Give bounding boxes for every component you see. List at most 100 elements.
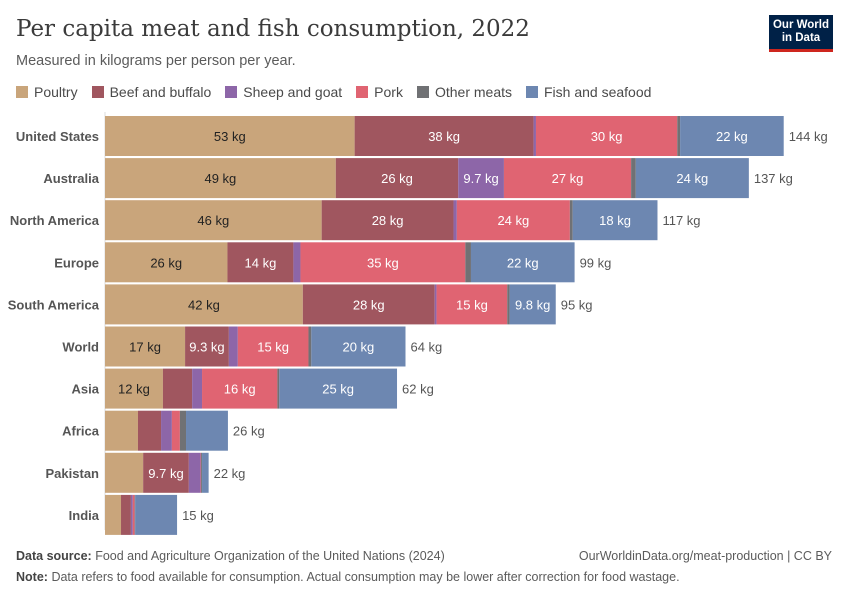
bar-segment[interactable] <box>503 158 632 199</box>
legend: Poultry Beef and buffalo Sheep and goat Por… <box>16 84 651 100</box>
bar-segment[interactable] <box>192 368 203 409</box>
segment-label: 27 kg <box>552 171 584 186</box>
bar-segment[interactable] <box>143 452 189 493</box>
bar-segment[interactable] <box>186 410 228 451</box>
legend-swatch <box>16 86 28 98</box>
bar-segment[interactable] <box>105 116 355 156</box>
bar-segment[interactable] <box>277 368 280 409</box>
category-label: Asia <box>72 382 100 397</box>
segment-label: 46 kg <box>197 213 229 228</box>
chart-title: Per capita meat and fish consumption, 20… <box>16 16 530 42</box>
bar-segment[interactable] <box>237 326 309 367</box>
bar-segment[interactable] <box>311 326 406 367</box>
bar-segment[interactable] <box>680 116 784 156</box>
bar-segment[interactable] <box>635 158 749 199</box>
legend-item[interactable]: Other meats <box>416 84 512 100</box>
bar-segment[interactable] <box>458 158 504 199</box>
bar-segment[interactable] <box>308 326 312 367</box>
bar-segment[interactable] <box>105 326 186 367</box>
bar-segment[interactable] <box>200 452 202 493</box>
legend-item[interactable]: Pork <box>356 84 403 100</box>
bar-segment[interactable] <box>105 200 322 241</box>
bar-segment[interactable] <box>293 242 301 283</box>
bar-segment[interactable] <box>335 158 459 199</box>
legend-item[interactable]: Fish and seafood <box>526 84 651 100</box>
bar-segment[interactable] <box>188 452 201 493</box>
bar-segment[interactable] <box>185 326 229 367</box>
bar-segment[interactable] <box>132 494 135 535</box>
bar-segment[interactable] <box>162 368 193 409</box>
bar-segment[interactable] <box>677 116 681 156</box>
legend-item[interactable]: Beef and buffalo <box>91 84 212 100</box>
bar-segment[interactable] <box>456 200 570 241</box>
bar-segment[interactable] <box>135 494 178 535</box>
bar-segment[interactable] <box>105 368 163 409</box>
bar-segment[interactable] <box>228 326 238 367</box>
bar-segment[interactable] <box>533 116 536 156</box>
category-label: North America <box>10 213 100 228</box>
category-label: Africa <box>62 424 100 439</box>
segment-label: 12 kg <box>118 382 150 397</box>
legend-label: Sheep and goat <box>243 84 343 100</box>
source-url[interactable]: OurWorldinData.org/meat-production | CC … <box>578 549 832 563</box>
bar-segment[interactable] <box>105 158 336 199</box>
segment-label: 15 kg <box>456 297 488 312</box>
segment-label: 9.7 kg <box>463 171 498 186</box>
segment-label: 22 kg <box>716 129 748 144</box>
bar-segment[interactable] <box>354 116 534 156</box>
segment-label: 15 kg <box>257 340 289 355</box>
bar-segment[interactable] <box>535 116 678 156</box>
bar-segment[interactable] <box>507 284 510 325</box>
bar-segment[interactable] <box>572 200 658 241</box>
bar-segment[interactable] <box>569 200 573 241</box>
total-label: 64 kg <box>410 340 442 355</box>
bar-segment[interactable] <box>179 410 187 451</box>
segment-label: 38 kg <box>428 129 460 144</box>
legend-label: Other meats <box>434 84 512 100</box>
bar-segment[interactable] <box>321 200 454 241</box>
bar-segment[interactable] <box>171 410 180 451</box>
bar-segment[interactable] <box>105 284 303 325</box>
bar-segment[interactable] <box>509 284 556 325</box>
total-label: 137 kg <box>754 171 793 186</box>
bar-segment[interactable] <box>137 410 162 451</box>
bar-segment[interactable] <box>161 410 172 451</box>
legend-label: Pork <box>374 84 403 100</box>
segment-label: 53 kg <box>214 129 246 144</box>
bar-segment[interactable] <box>470 242 575 283</box>
segment-label: 16 kg <box>224 382 256 397</box>
bar-segment[interactable] <box>202 368 278 409</box>
category-label: South America <box>8 297 100 312</box>
bar-segment[interactable] <box>134 494 136 535</box>
legend-label: Beef and buffalo <box>109 84 212 100</box>
bar-segment[interactable] <box>436 284 508 325</box>
segment-label: 28 kg <box>372 213 404 228</box>
legend-item[interactable]: Sheep and goat <box>225 84 342 100</box>
category-label: Australia <box>43 171 99 186</box>
segment-label: 25 kg <box>322 382 354 397</box>
legend-swatch <box>91 86 104 98</box>
legend-swatch <box>416 86 429 98</box>
bar-segment[interactable] <box>105 242 228 283</box>
bar-segment[interactable] <box>279 368 398 409</box>
bar-segment[interactable] <box>465 242 471 283</box>
bar-segment[interactable] <box>105 452 144 493</box>
bar-segment[interactable] <box>227 242 294 283</box>
bar-segment[interactable] <box>105 494 122 535</box>
bar-segment[interactable] <box>130 494 133 535</box>
bar-segment[interactable] <box>105 410 138 451</box>
bar-segment[interactable] <box>631 158 636 199</box>
bar-segment[interactable] <box>202 452 209 493</box>
bar-segment[interactable] <box>121 494 131 535</box>
legend-item[interactable]: Poultry <box>16 84 78 100</box>
category-label: World <box>62 340 99 355</box>
total-label: 144 kg <box>789 129 828 144</box>
bar-segment[interactable] <box>300 242 466 283</box>
owid-logo[interactable]: Our World in Data <box>769 15 833 52</box>
bar-segment[interactable] <box>453 200 457 241</box>
bar-segment[interactable] <box>302 284 435 325</box>
bar-segment[interactable] <box>434 284 437 325</box>
legend-label: Fish and seafood <box>544 84 652 100</box>
bar-segment[interactable] <box>201 452 203 493</box>
